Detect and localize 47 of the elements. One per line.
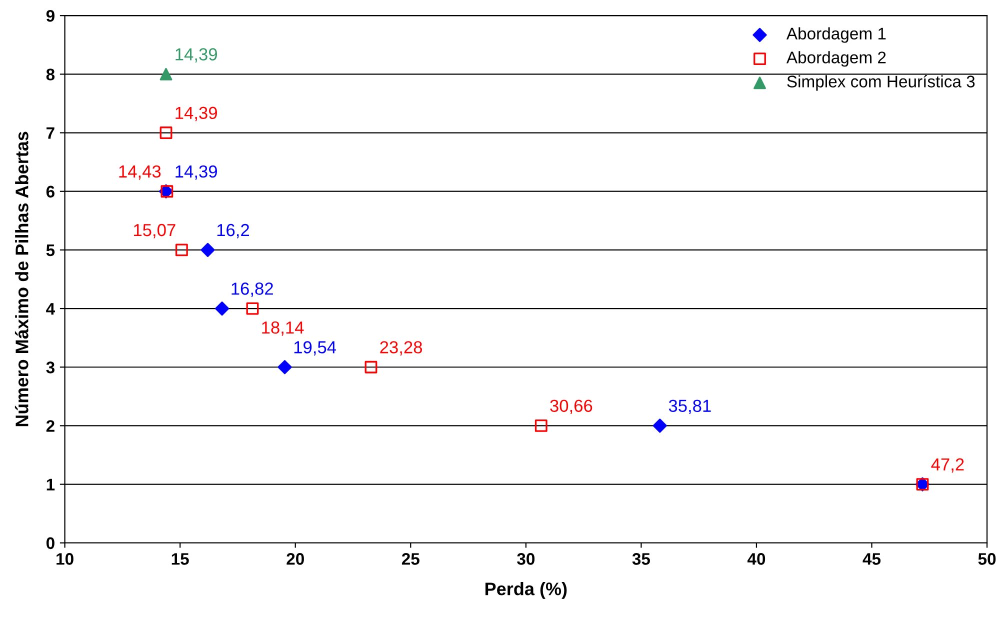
point	[278, 360, 292, 374]
x-tick-label: 10	[56, 553, 74, 565]
point	[652, 418, 667, 433]
annotation: 19,54	[294, 341, 336, 356]
y-tick-label: 5	[46, 244, 55, 256]
legend-label: Abordagem 2	[786, 51, 886, 67]
x-tick-label: 35	[632, 553, 650, 565]
annotation: 30,66	[550, 400, 592, 414]
point	[246, 302, 259, 315]
x-tick-label: 30	[517, 553, 535, 565]
x-tick-label: 50	[978, 553, 996, 565]
point	[534, 419, 548, 432]
x-axis-title: Perda (%)	[485, 582, 567, 599]
x-tick-label: 45	[862, 553, 881, 565]
legend-label: Abordagem 1	[786, 27, 886, 43]
y-tick-label: 1	[46, 478, 55, 490]
y-tick-label: 9	[46, 10, 54, 22]
legend-label: Simplex com Heurística 3	[787, 75, 975, 91]
annotation: 35,81	[668, 400, 711, 414]
point	[160, 126, 172, 139]
annotation: 18,14	[262, 321, 304, 336]
y-tick-label: 6	[46, 186, 54, 198]
x-tick-label: 40	[747, 553, 766, 565]
y-tick-label: 3	[46, 362, 54, 374]
annotation: 16,2	[217, 224, 249, 238]
x-tick-label: 20	[286, 553, 304, 565]
annotation: 23,28	[380, 341, 422, 356]
point	[160, 68, 172, 80]
annotation: 14,43	[119, 165, 161, 180]
annotation: 14,39	[176, 165, 217, 180]
annotation: 15,07	[134, 224, 176, 238]
y-tick-label: 7	[46, 127, 54, 139]
annotation: 14,39	[176, 106, 217, 122]
y-tick-label: 8	[46, 68, 55, 80]
point	[215, 301, 230, 316]
annotation: 14,39	[176, 48, 217, 63]
point	[364, 360, 378, 374]
y-axis-title: Número Máximo de Pilhas Abertas	[14, 132, 28, 426]
x-tick-label: 15	[172, 553, 189, 565]
x-tick-label: 25	[402, 553, 420, 565]
point	[200, 242, 215, 257]
y-tick-label: 4	[46, 303, 55, 315]
y-tick-label: 2	[46, 420, 54, 432]
y-tick-label: 0	[46, 537, 54, 550]
annotation: 16,82	[232, 282, 273, 297]
point	[175, 244, 188, 256]
annotation: 47,2	[931, 458, 964, 473]
